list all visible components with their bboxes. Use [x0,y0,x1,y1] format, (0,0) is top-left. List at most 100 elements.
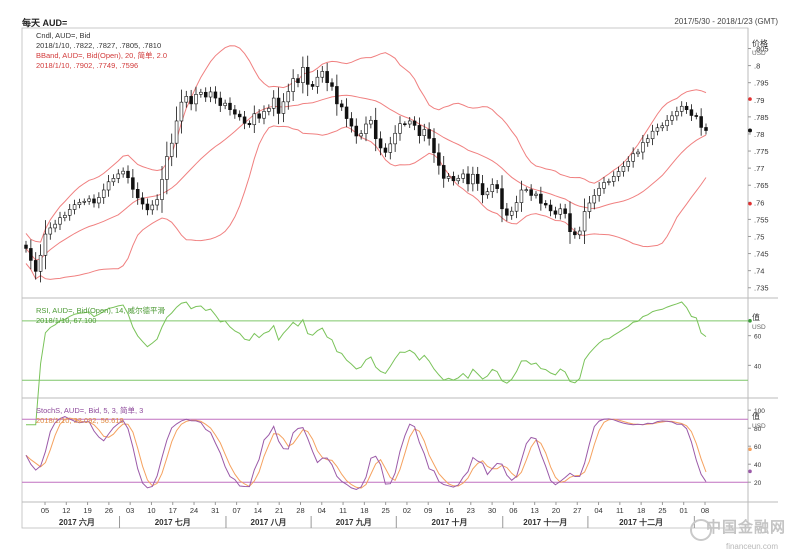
rsi-axis-unit: USD [752,324,766,331]
price-tick-label: .805 [754,45,769,54]
candle-body [276,97,281,114]
candle-body [155,199,159,206]
candle-body [38,254,43,272]
last-close-marker [748,128,752,133]
candle-body [456,178,461,182]
candle-body [344,106,349,119]
candle-body [505,208,509,216]
candle-body [466,173,470,185]
x-tick-label: 07 [232,506,240,515]
candle-body [271,97,276,109]
x-tick-label: 23 [467,506,475,515]
candle-body [641,142,645,153]
watermark-logo-icon [690,519,712,541]
candle-body [223,102,227,106]
candle-body [320,71,325,78]
candle-body [446,176,451,179]
candle-body [218,97,223,106]
price-tick-label: .775 [754,147,769,156]
candle-body [184,96,189,103]
candle-body [490,184,495,193]
x-tick-label: 12 [62,506,70,515]
price-tick-label: .8 [754,62,760,71]
candle-body [339,103,344,108]
x-month-label: 2017 十月 [432,517,468,527]
candle-body [199,91,203,95]
candle-legend-label: Cndl, AUD=, Bid [36,31,91,40]
candle-body [150,204,155,211]
candle-body [179,101,184,122]
price-tick-label: .785 [754,113,769,122]
stoch-legend-values: 2018/1/10, 32.092, 56.618 [36,416,124,425]
x-tick-label: 11 [339,506,347,515]
x-tick-label: 20 [552,506,560,515]
candle-body [670,115,674,121]
price-tick-label: .75 [754,232,764,241]
candle-body [267,108,271,112]
candle-body [43,233,48,256]
candle-body [568,213,572,232]
candle-body [194,94,198,105]
candle-body [660,125,665,129]
x-tick-label: 09 [424,506,432,515]
price-axis-unit: USD [752,50,766,57]
candle-body [315,76,320,87]
candle-body [645,138,650,143]
x-tick-label: 05 [41,506,49,515]
candle-body [451,176,456,182]
candle-body [393,132,397,145]
candle-body [48,227,53,235]
candle-body [301,67,305,83]
candle-body [160,179,164,200]
watermark-text: 中国金融网 [705,519,786,536]
stoch-tick-label: 20 [754,480,762,487]
candle-body [412,120,417,126]
x-tick-label: 18 [637,506,645,515]
candle-body [208,91,213,98]
candle-body [529,189,533,196]
candle-body [237,113,242,118]
candle-body [626,160,631,167]
candle-body [607,181,611,183]
x-tick-label: 30 [488,506,496,515]
x-tick-label: 04 [318,506,326,515]
candle-body [281,101,286,114]
x-tick-label: 03 [126,506,134,515]
candle-body [63,214,67,218]
rsi-line [26,301,707,426]
candle-body [398,123,402,134]
candle-body [514,202,519,212]
x-tick-label: 16 [445,506,453,515]
stoch-k-line [25,416,707,491]
stoch-tick-label: 100 [754,408,765,415]
rsi-legend-label: RSI, AUD=, Bid(Open), 14, 威尔德平滑 [36,306,165,315]
candle-body [684,105,689,110]
price-tick-label: .77 [754,164,764,173]
rsi-axis-title: 值 [752,312,760,322]
candle-body [228,102,232,110]
stoch-d-line [25,417,707,489]
price-tick-label: .795 [754,79,769,88]
candle-body [286,91,291,103]
candle-body [500,188,504,210]
x-month-label: 2017 九月 [336,517,372,527]
candle-body [689,109,694,116]
bband-upper-marker [748,97,752,101]
candle-body [573,231,577,236]
candle-body [135,189,140,199]
candle-body [354,125,359,137]
candle-body [636,151,640,155]
bollinger-lower-line [25,125,707,280]
bband-legend-values: 2018/1/10, .7902, .7749, .7596 [36,61,139,70]
candle-body [485,191,490,196]
watermark-url: financeun.com [725,542,778,551]
candle-body [480,183,485,196]
stoch-axis-title: 值 [752,411,760,421]
candle-body [33,260,38,272]
candle-body [675,111,679,117]
candle-body [364,123,368,134]
x-tick-label: 06 [509,506,517,515]
x-month-label: 2017 七月 [155,517,191,527]
rsi-legend-values: 2018/1/10, 67.100 [36,316,97,325]
